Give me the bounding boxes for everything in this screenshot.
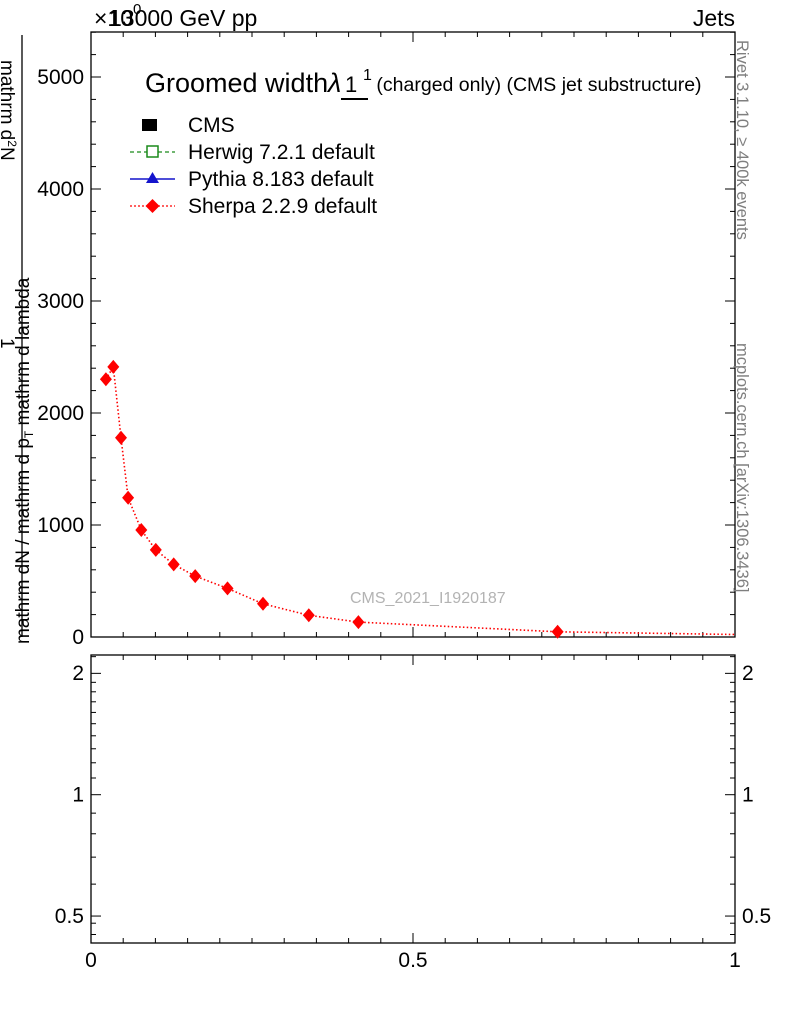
svg-text:2: 2 xyxy=(72,662,84,685)
svg-text:2: 2 xyxy=(742,662,754,685)
svg-text:CMS_2021_I1920187: CMS_2021_I1920187 xyxy=(350,590,506,607)
svg-text:Jets: Jets xyxy=(693,5,735,31)
svg-text:Herwig 7.2.1 default: Herwig 7.2.1 default xyxy=(188,141,375,164)
svg-text:1: 1 xyxy=(729,949,741,972)
svg-text:2000: 2000 xyxy=(37,402,84,425)
svg-text:5000: 5000 xyxy=(37,66,84,89)
svg-text:0: 0 xyxy=(72,626,84,649)
svg-text:Groomed width: Groomed width xyxy=(145,68,328,98)
svg-text:3000: 3000 xyxy=(37,290,84,313)
svg-text:1: 1 xyxy=(72,784,84,807)
svg-text:Pythia 8.183 default: Pythia 8.183 default xyxy=(188,168,374,191)
svg-text:(charged only) (CMS jet substr: (charged only) (CMS jet substructure) xyxy=(371,74,702,96)
svg-text:CMS: CMS xyxy=(188,114,235,137)
svg-text:0.5: 0.5 xyxy=(55,905,84,928)
svg-text:0.5: 0.5 xyxy=(742,905,771,928)
svg-text:1: 1 xyxy=(345,72,357,97)
svg-text:λ: λ xyxy=(326,68,341,98)
svg-text:1: 1 xyxy=(742,784,754,807)
svg-text:0.5: 0.5 xyxy=(398,949,427,972)
svg-text:Sherpa 2.2.9 default: Sherpa 2.2.9 default xyxy=(188,195,377,218)
svg-text:1000: 1000 xyxy=(37,514,84,537)
svg-text:13000 GeV pp: 13000 GeV pp xyxy=(109,5,257,31)
svg-text:0: 0 xyxy=(85,949,97,972)
svg-text:4000: 4000 xyxy=(37,178,84,201)
